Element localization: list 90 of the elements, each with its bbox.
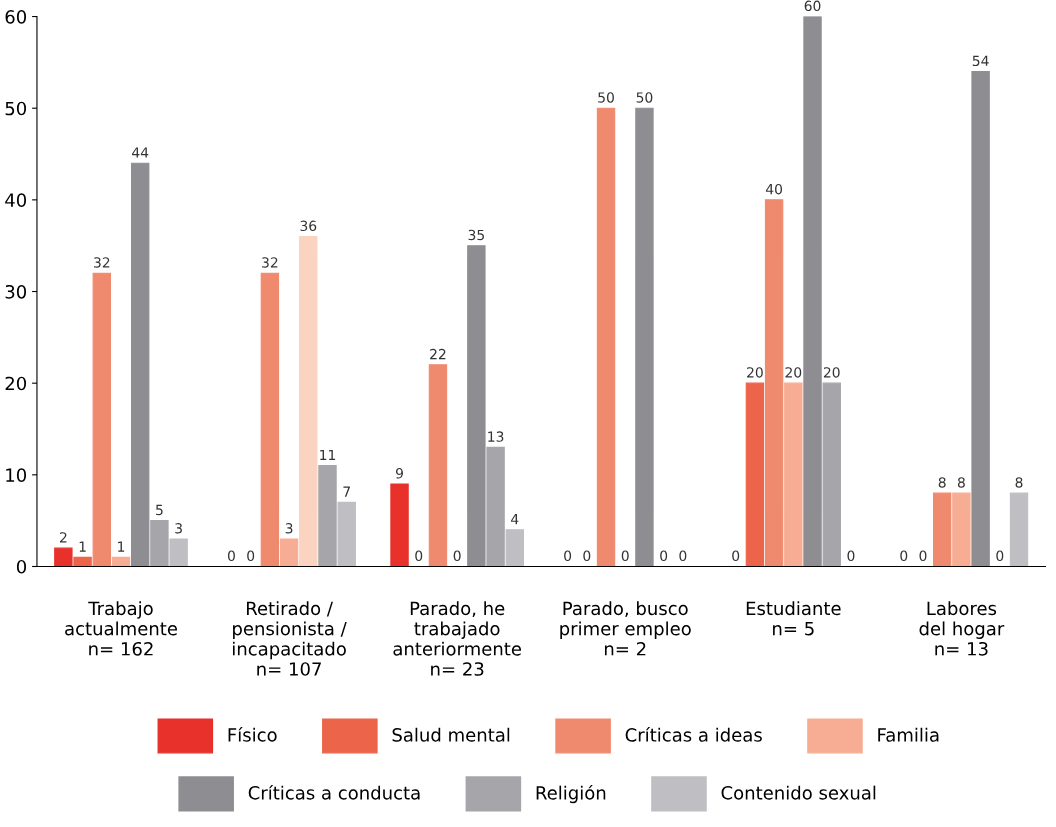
bar — [131, 162, 150, 567]
y-tick-label: 0 — [16, 559, 27, 574]
data-label: 32 — [94, 257, 110, 268]
legend-label: Físico — [228, 727, 277, 742]
data-label: 0 — [847, 550, 855, 562]
data-label: 20 — [823, 367, 840, 378]
data-label: 7 — [343, 486, 350, 497]
bar — [505, 529, 524, 567]
data-label: 44 — [132, 147, 149, 158]
x-tick-label: Labores del hogar n= 13 — [919, 601, 1005, 656]
data-label: 0 — [621, 550, 629, 562]
y-tick-label: 50 — [5, 101, 27, 116]
bar — [745, 382, 765, 567]
data-label: 8 — [938, 477, 946, 488]
data-label: 35 — [468, 229, 484, 241]
x-tick-label: Estudiante n= 5 — [746, 601, 841, 636]
x-tick-label: Retirado / pensionista / incapacitado n= 107 — [232, 601, 347, 676]
data-label: 0 — [996, 550, 1004, 562]
bar — [635, 107, 654, 567]
data-label: 50 — [598, 92, 614, 103]
data-label: 5 — [156, 504, 163, 516]
data-label: 32 — [262, 257, 278, 268]
data-label: 0 — [732, 550, 740, 562]
x-tick-label: Parado, busco primer empleo n= 2 — [560, 601, 691, 656]
data-label: 3 — [175, 523, 182, 534]
data-label: 0 — [564, 550, 572, 562]
data-label: 50 — [636, 92, 653, 103]
data-label: 13 — [488, 431, 504, 442]
data-label: 0 — [660, 550, 668, 562]
bar — [150, 520, 169, 567]
bar — [92, 272, 111, 567]
y-tick-label: 30 — [5, 284, 27, 299]
bar — [1009, 492, 1029, 567]
bar — [822, 382, 841, 567]
bar — [596, 107, 616, 567]
data-label: 0 — [583, 550, 591, 562]
data-label: 0 — [227, 550, 235, 562]
bar — [932, 492, 952, 567]
bar — [279, 538, 299, 567]
bar — [467, 245, 486, 567]
y-tick-label: 60 — [5, 10, 27, 24]
data-label: 22 — [430, 348, 446, 360]
data-label: 60 — [804, 0, 821, 12]
data-label: 0 — [900, 550, 908, 562]
data-label: 3 — [285, 523, 293, 534]
data-label: 9 — [395, 468, 403, 479]
x-tick-label: Parado, he trabajado anteriormente n= 23 — [393, 601, 522, 676]
data-label: 1 — [118, 541, 125, 552]
bar — [952, 492, 971, 567]
bar — [299, 235, 318, 567]
data-label: 54 — [972, 55, 989, 67]
data-label: 2 — [59, 532, 67, 543]
data-label: 40 — [765, 183, 783, 195]
bar — [971, 70, 990, 567]
data-label: 8 — [1015, 477, 1023, 488]
data-label: 4 — [511, 514, 519, 525]
y-tick-label: 20 — [5, 376, 27, 391]
data-label: 0 — [247, 550, 255, 562]
data-label: 0 — [453, 550, 461, 562]
data-label: 1 — [79, 541, 86, 552]
bar — [486, 446, 505, 567]
bar — [784, 382, 803, 567]
bar — [169, 538, 188, 567]
legend-label: Salud mental — [392, 727, 510, 742]
legend-label: Críticas a ideas — [625, 727, 762, 742]
bar — [803, 16, 822, 567]
bar — [111, 556, 131, 567]
bar — [318, 465, 337, 567]
y-tick-label: 10 — [6, 468, 27, 482]
bar — [428, 364, 448, 567]
data-label: 0 — [415, 550, 423, 562]
bar — [73, 556, 92, 567]
bar — [54, 547, 73, 567]
data-label: 8 — [957, 477, 965, 488]
data-label: 0 — [919, 550, 927, 562]
data-label: 36 — [300, 220, 317, 232]
legend-label: Religión — [536, 784, 606, 804]
legend-label: Críticas a conducta — [248, 784, 420, 800]
data-label: 0 — [679, 550, 687, 562]
y-tick-label: 40 — [5, 193, 27, 207]
legend-label: Contenido sexual — [721, 785, 876, 800]
data-label: 20 — [785, 367, 802, 378]
data-label: 11 — [320, 449, 336, 460]
bar — [337, 501, 356, 567]
bar — [260, 272, 280, 567]
x-tick-label: Trabajo actualmente n= 162 — [65, 601, 177, 656]
data-label: 20 — [747, 367, 763, 378]
legend-label: Familia — [878, 727, 939, 742]
bar — [764, 199, 784, 567]
bar — [390, 483, 409, 567]
